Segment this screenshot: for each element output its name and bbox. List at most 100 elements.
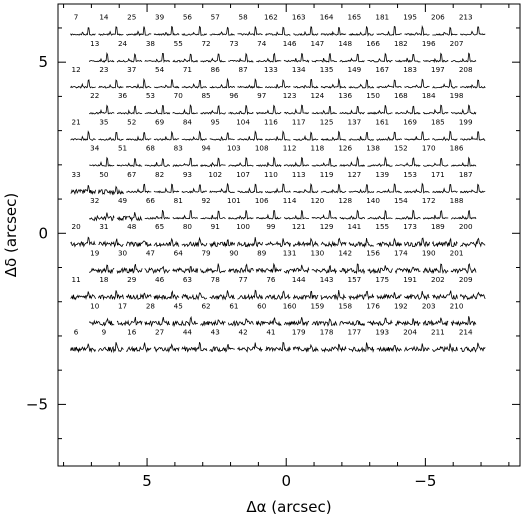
fiber-spectrum: 21 xyxy=(70,118,96,141)
fiber-spectrum: 197 xyxy=(431,65,458,89)
fiber-number: 152 xyxy=(394,144,408,153)
spectrum-line xyxy=(265,341,291,353)
fiber-spectrum: 99 xyxy=(265,222,291,248)
fiber-number: 9 xyxy=(102,327,107,336)
spectrum-line xyxy=(422,158,449,167)
x-tick-label: −5 xyxy=(414,472,436,490)
fiber-number: 71 xyxy=(183,65,192,74)
spectrum-line xyxy=(395,157,421,168)
fiber-number: 55 xyxy=(174,39,183,48)
spectrum-line xyxy=(376,237,403,248)
fiber-spectrum: 89 xyxy=(255,249,282,274)
fiber-spectrum: 14 xyxy=(98,12,124,36)
fiber-number: 127 xyxy=(348,170,362,179)
fiber-spectrum: 112 xyxy=(283,144,310,168)
spectrum-line xyxy=(256,156,282,168)
fiber-spectrum: 209 xyxy=(459,275,486,301)
spectrum-line xyxy=(404,343,430,352)
fiber-spectrum: 84 xyxy=(181,118,208,142)
fiber-spectrum: 97 xyxy=(256,91,282,115)
spectrum-line xyxy=(432,26,458,37)
spectrum-line xyxy=(376,292,402,300)
fiber-number: 16 xyxy=(127,327,137,336)
spectrum-line xyxy=(264,290,291,301)
spectrum-line xyxy=(209,343,235,353)
spectrum-line xyxy=(88,264,115,275)
spectrum-line xyxy=(200,210,226,221)
fiber-number: 116 xyxy=(264,118,278,127)
fiber-spectrum: 61 xyxy=(227,301,254,327)
fiber-spectrum: 30 xyxy=(116,249,143,274)
fiber-spectrum: 78 xyxy=(209,275,235,301)
spectrum-line xyxy=(293,26,319,36)
fiber-number: 159 xyxy=(311,301,325,310)
spectrum-line xyxy=(200,53,226,63)
fiber-spectrum: 69 xyxy=(153,118,180,141)
fiber-spectrum: 6 xyxy=(70,327,96,354)
fiber-number: 81 xyxy=(174,196,183,205)
spectrum-line xyxy=(200,263,226,274)
fiber-number: 195 xyxy=(403,12,417,21)
spectrum-line xyxy=(209,77,236,89)
spectrum-line xyxy=(320,77,347,90)
fiber-number: 11 xyxy=(72,275,81,284)
spectrum-line xyxy=(256,104,282,115)
fiber-spectrum: 166 xyxy=(366,39,393,63)
fiber-number: 84 xyxy=(183,118,193,127)
fiber-number: 149 xyxy=(348,65,362,74)
fiber-spectrum: 193 xyxy=(375,327,403,353)
fiber-number: 21 xyxy=(72,118,81,127)
fiber-number: 200 xyxy=(459,222,473,231)
fiber-spectrum: 63 xyxy=(181,275,208,301)
spectrum-line xyxy=(311,318,338,327)
fiber-spectrum: 43 xyxy=(209,327,235,353)
fiber-number: 47 xyxy=(146,249,155,258)
fiber-number: 96 xyxy=(229,91,239,100)
fiber-spectrum: 182 xyxy=(394,39,421,63)
spectrum-line xyxy=(431,343,458,353)
fiber-spectrum: 144 xyxy=(292,275,319,300)
fiber-spectrum: 114 xyxy=(283,196,310,220)
spectrum-line xyxy=(144,265,171,275)
fiber-spectrum: 157 xyxy=(348,275,375,301)
fiber-spectrum: 125 xyxy=(320,118,347,142)
fiber-number: 92 xyxy=(201,196,210,205)
spectrum-line xyxy=(144,158,171,167)
fiber-spectrum: 148 xyxy=(338,39,365,63)
spectrum-line xyxy=(404,182,430,194)
spectrum-line xyxy=(311,53,338,63)
fiber-number: 74 xyxy=(257,39,267,48)
fiber-spectrum: 17 xyxy=(116,301,143,327)
spectrum-line xyxy=(255,210,282,220)
fiber-spectrum: 86 xyxy=(209,65,236,89)
fiber-number: 95 xyxy=(211,118,220,127)
fiber-number: 65 xyxy=(155,222,164,231)
spectrum-line xyxy=(459,183,486,194)
spectrum-line xyxy=(227,318,254,327)
fiber-number: 156 xyxy=(366,249,380,258)
spectrum-line xyxy=(348,238,375,248)
spectrum-line xyxy=(348,290,375,301)
fiber-spectrum: 51 xyxy=(116,144,143,167)
fiber-spectrum: 136 xyxy=(338,91,365,115)
spectrum-line xyxy=(98,342,124,354)
fiber-spectrum: 48 xyxy=(125,222,152,248)
fiber-spectrum: 87 xyxy=(237,65,263,89)
fiber-spectrum: 11 xyxy=(70,275,96,301)
fiber-number: 141 xyxy=(348,222,362,231)
fiber-spectrum: 44 xyxy=(181,327,208,353)
fiber-number: 13 xyxy=(90,39,99,48)
fiber-number: 204 xyxy=(403,327,417,336)
fiber-spectrum: 104 xyxy=(236,118,263,142)
fiber-spectrum: 13 xyxy=(88,39,115,63)
spectrum-line xyxy=(181,184,207,194)
spectrum-line xyxy=(283,52,310,63)
spectrum-line xyxy=(320,26,347,37)
fiber-number: 57 xyxy=(211,12,220,21)
spectrum-line xyxy=(311,158,338,167)
fiber-number: 213 xyxy=(459,12,473,21)
fiber-spectrum: 133 xyxy=(264,65,291,89)
fiber-number: 97 xyxy=(257,91,266,100)
spectrum-line xyxy=(181,236,208,248)
spectrum-line xyxy=(237,78,263,89)
